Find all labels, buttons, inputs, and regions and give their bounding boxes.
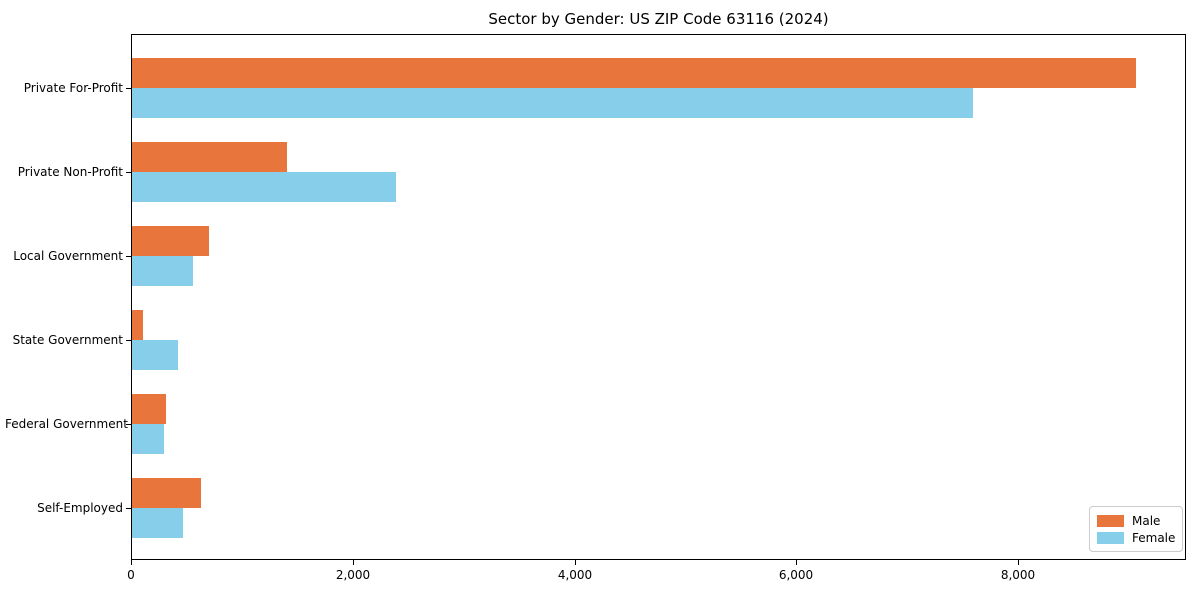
bar-male-1 xyxy=(132,58,1136,88)
x-tick-label: 0 xyxy=(127,568,135,582)
category-label: Federal Government xyxy=(5,417,128,431)
legend-item-male: Male xyxy=(1097,512,1175,530)
bar-female-5 xyxy=(132,424,165,454)
plot-area xyxy=(131,34,1186,560)
bar-male-6 xyxy=(132,478,201,508)
bar-female-3 xyxy=(132,256,194,286)
bar-female-4 xyxy=(132,340,178,370)
category-label: Private For-Profit xyxy=(23,81,123,95)
x-tick-mark xyxy=(1018,560,1019,565)
bar-male-5 xyxy=(132,394,167,424)
category-label: Local Government xyxy=(13,249,123,263)
bar-male-3 xyxy=(132,226,209,256)
bar-female-2 xyxy=(132,172,396,202)
x-tick-mark xyxy=(353,560,354,565)
bar-male-4 xyxy=(132,310,144,340)
x-tick-label: 8,000 xyxy=(1000,568,1036,582)
category-label: Self-Employed xyxy=(37,501,123,515)
y-tick-mark xyxy=(126,256,131,257)
chart-title: Sector by Gender: US ZIP Code 63116 (202… xyxy=(488,10,829,28)
x-tick-mark xyxy=(131,560,132,565)
x-tick-label: 2,000 xyxy=(335,568,371,582)
legend-swatch-male xyxy=(1097,514,1124,527)
y-tick-mark xyxy=(126,508,131,509)
category-label: State Government xyxy=(12,333,123,347)
y-tick-mark xyxy=(126,340,131,341)
y-tick-mark xyxy=(126,88,131,89)
bar-female-6 xyxy=(132,508,184,538)
legend-item-female: Female xyxy=(1097,530,1175,548)
x-tick-mark xyxy=(796,560,797,565)
x-tick-label: 6,000 xyxy=(778,568,814,582)
legend-swatch-female xyxy=(1097,532,1124,545)
legend-label: Male xyxy=(1132,513,1161,528)
bar-male-2 xyxy=(132,142,288,172)
x-tick-label: 4,000 xyxy=(557,568,593,582)
legend: Male Female xyxy=(1089,506,1183,552)
x-tick-mark xyxy=(575,560,576,565)
legend-label: Female xyxy=(1132,531,1176,546)
bar-female-1 xyxy=(132,88,973,118)
y-tick-mark xyxy=(126,424,131,425)
category-label: Private Non-Profit xyxy=(17,165,123,179)
y-tick-mark xyxy=(126,172,131,173)
